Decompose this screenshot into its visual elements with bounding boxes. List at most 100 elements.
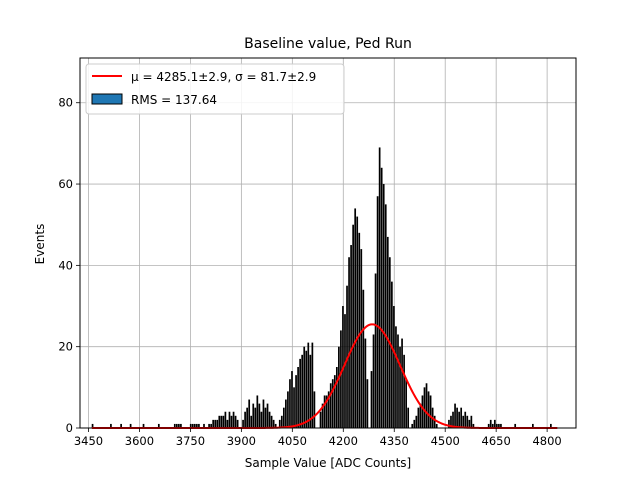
x-tick-label: 3750 <box>176 434 205 448</box>
histogram-bar <box>376 196 379 428</box>
histogram-bar <box>173 423 176 428</box>
histogram-bar <box>331 379 334 428</box>
histogram-bar <box>228 411 231 428</box>
histogram-bar <box>329 383 332 428</box>
histogram-bar <box>291 371 293 428</box>
histogram-bar <box>338 346 340 428</box>
histogram-bar <box>384 204 387 428</box>
histogram-bar <box>175 423 178 428</box>
y-tick-label: 60 <box>58 177 73 191</box>
chart-title: Baseline value, Ped Run <box>244 36 412 52</box>
legend-box <box>85 63 345 115</box>
histogram-bar <box>266 403 269 428</box>
legend-rms-swatch <box>91 93 123 105</box>
histogram-bar <box>425 383 428 428</box>
histogram-bar <box>242 419 244 428</box>
histogram-bar <box>189 423 192 428</box>
histogram-bar <box>222 415 225 428</box>
histogram-bar <box>356 216 359 428</box>
histogram-bar <box>468 419 471 428</box>
histogram-bar <box>254 407 257 428</box>
y-tick-label: 0 <box>66 421 73 435</box>
histogram-bar <box>489 419 492 428</box>
histogram-bar <box>423 387 426 428</box>
histogram-bar <box>500 423 502 428</box>
histogram-bar <box>210 423 212 428</box>
histogram-bar <box>142 423 145 428</box>
histogram-bar <box>417 407 420 428</box>
histogram-bar <box>472 423 475 428</box>
histogram-bar <box>264 407 267 428</box>
x-tick-label: 4350 <box>380 434 409 448</box>
histogram-bar <box>272 419 275 428</box>
histogram-bar <box>429 395 432 428</box>
histogram-bar <box>532 423 534 428</box>
histogram-bar <box>352 224 354 428</box>
histogram-bar <box>191 423 194 428</box>
histogram-bar <box>462 415 465 428</box>
histogram-bar <box>333 375 336 428</box>
x-tick-label: 4650 <box>482 434 511 448</box>
histogram-bar <box>325 395 328 428</box>
histogram-bar <box>262 399 265 428</box>
histogram-bar <box>214 419 217 428</box>
x-tick-label: 4200 <box>329 434 358 448</box>
histogram-bar <box>354 208 357 428</box>
histogram-bar <box>323 395 326 428</box>
histogram-bar <box>91 423 94 428</box>
histogram-bar <box>289 379 291 428</box>
histogram-bar <box>435 423 438 428</box>
histogram-bar <box>380 167 383 428</box>
histogram-bar <box>407 407 410 428</box>
histogram-bar <box>258 403 261 428</box>
histogram-bar <box>348 257 350 428</box>
histogram-bar <box>378 147 381 428</box>
histogram-bar <box>196 423 198 428</box>
histogram-bar <box>514 423 517 428</box>
histogram-bar <box>411 423 414 428</box>
histogram-bar <box>280 415 283 428</box>
histogram-bar <box>178 423 180 428</box>
histogram-bar <box>487 423 490 428</box>
histogram-bar <box>358 232 361 428</box>
axis-ticks: 3450 3600 3750 3900 4050 4200 4350 4500 4650 4800… <box>58 96 561 448</box>
histogram-bar <box>360 249 363 428</box>
x-tick-label: 4500 <box>431 434 460 448</box>
histogram-bar <box>303 346 306 428</box>
histogram-bar <box>393 306 395 428</box>
histogram-bar <box>419 403 422 428</box>
histogram-bar <box>244 411 246 428</box>
histogram-bar <box>180 423 182 428</box>
x-tick-label: 3450 <box>74 434 103 448</box>
histogram-bar <box>218 415 221 428</box>
histogram-bar <box>433 415 436 428</box>
histogram-bar <box>397 334 399 428</box>
histogram-bar <box>413 419 416 428</box>
y-tick-label: 40 <box>58 258 73 272</box>
plot-frame <box>79 57 577 429</box>
histogram-bar <box>370 371 373 428</box>
histogram-bar <box>285 399 287 428</box>
histogram-bar <box>374 273 377 428</box>
histogram-bar <box>335 367 338 428</box>
histogram-bar <box>256 395 259 428</box>
histogram-bar <box>293 387 295 428</box>
histogram-bar <box>268 411 271 428</box>
histogram-bar <box>364 338 367 428</box>
histogram-bar <box>287 391 289 428</box>
histogram-bar <box>391 281 393 428</box>
histogram-bar <box>129 423 132 428</box>
histogram-bar <box>224 411 227 428</box>
histogram-bar <box>427 391 430 428</box>
histogram-bar <box>305 350 308 428</box>
legend-fit-label: μ = 4285.1±2.9, σ = 81.7±2.9 <box>131 70 316 84</box>
histogram-bar <box>203 423 205 428</box>
histogram-bar <box>220 415 223 428</box>
histogram-bar <box>120 423 122 428</box>
histogram-bar <box>250 415 253 428</box>
histogram-bar <box>307 342 310 428</box>
histogram-bar <box>321 403 324 428</box>
x-axis-label: Sample Value [ADC Counts] <box>245 456 411 470</box>
histogram-bar <box>401 338 403 428</box>
